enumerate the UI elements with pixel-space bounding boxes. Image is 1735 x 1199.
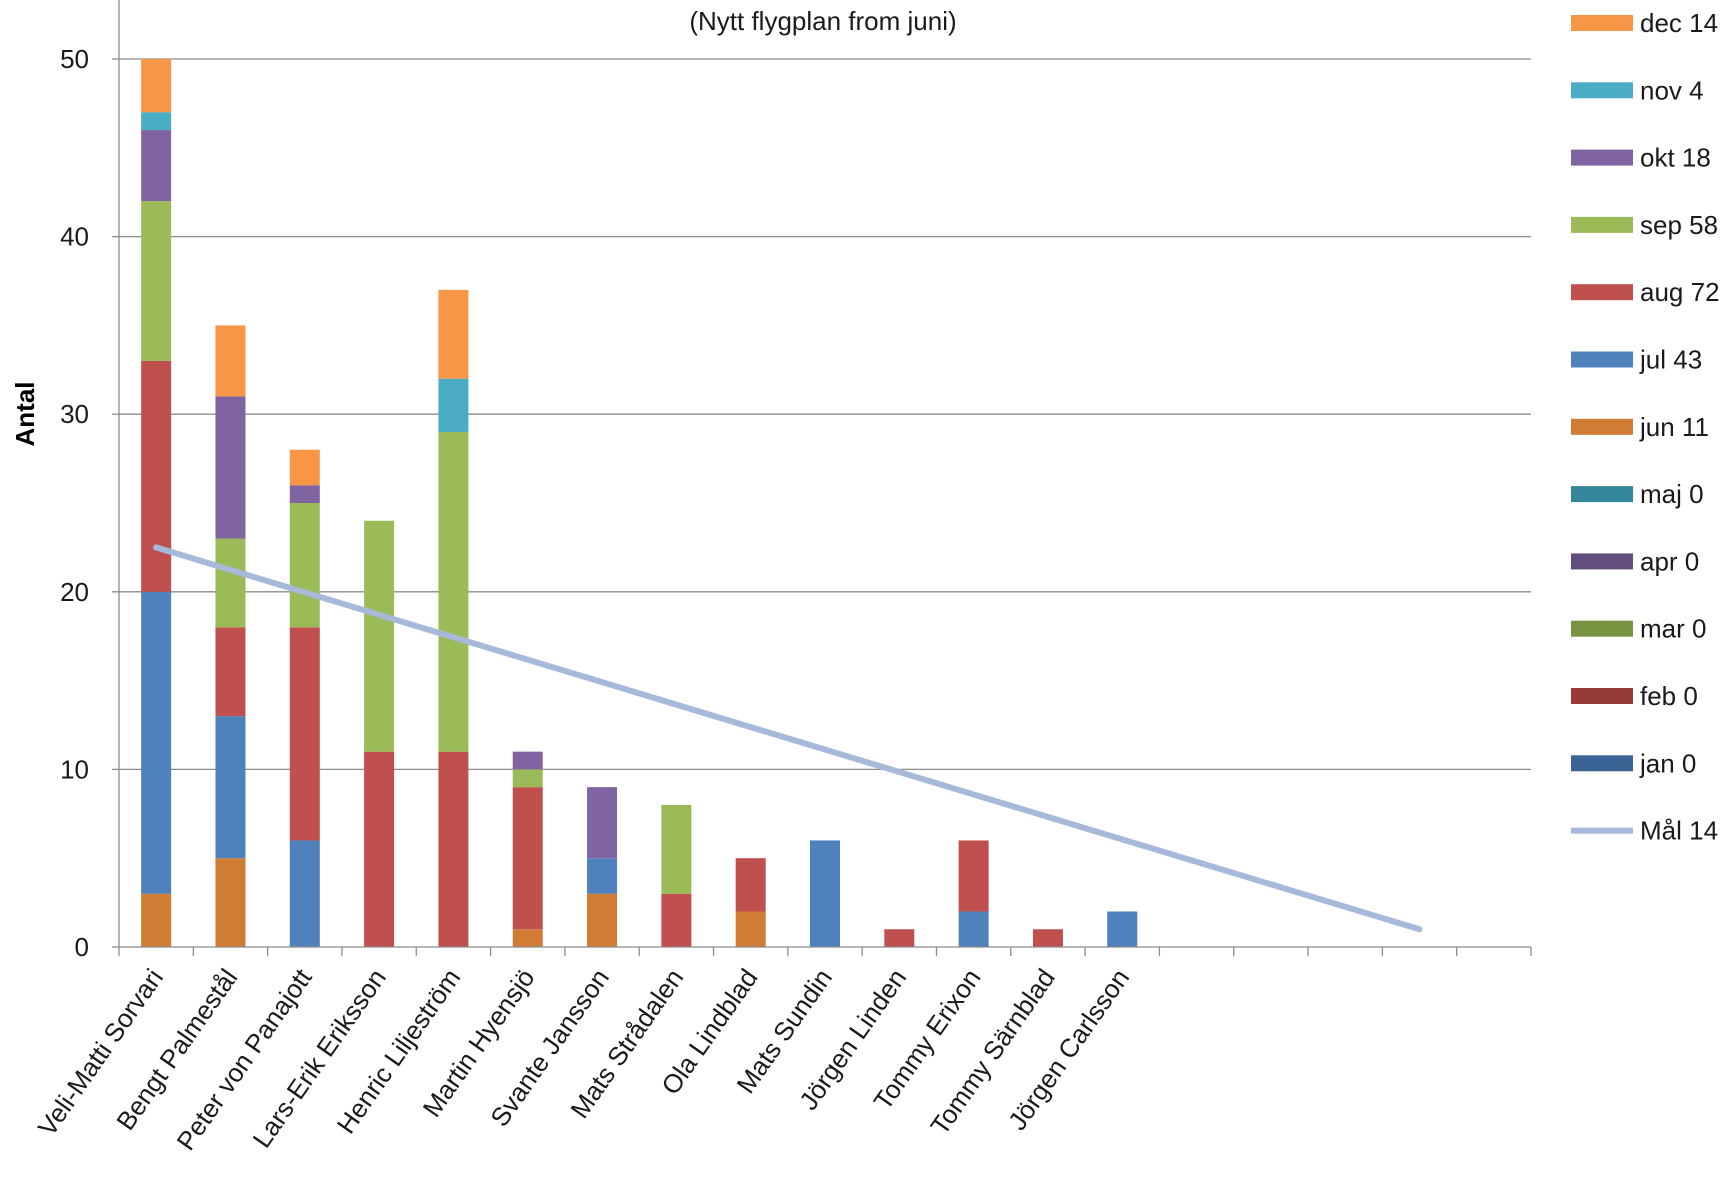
bar-segment-jul xyxy=(1107,911,1138,947)
y-tick-label: 30 xyxy=(60,399,89,429)
y-tick-label: 0 xyxy=(75,932,89,962)
y-tick-label: 50 xyxy=(60,44,89,74)
legend-swatch xyxy=(1571,82,1633,99)
bar-segment-nov xyxy=(438,378,469,432)
y-tick-label: 20 xyxy=(60,577,89,607)
target-line xyxy=(153,544,1423,933)
legend-label: aug 72 xyxy=(1640,277,1720,307)
legend-swatch xyxy=(1571,620,1633,637)
bar-segment-okt xyxy=(289,485,320,503)
legend-swatch xyxy=(1571,216,1633,233)
legend-label: Mål 14 xyxy=(1640,816,1718,846)
bar-segment-aug xyxy=(884,929,915,947)
bar-segment-dec xyxy=(141,59,172,113)
legend-label: maj 0 xyxy=(1640,479,1704,509)
bars xyxy=(141,59,1138,947)
chart-subtitle: (Nytt flygplan from juni) xyxy=(689,6,956,36)
bar-segment-sep xyxy=(512,769,543,788)
bar-segment-aug xyxy=(958,840,989,912)
bar-segment-aug xyxy=(1032,929,1063,947)
legend-label: sep 58 xyxy=(1640,210,1718,240)
bar-segment-okt xyxy=(215,396,246,539)
bar-segment-okt xyxy=(141,130,172,202)
legend-label: jan 0 xyxy=(1639,748,1696,778)
x-category-label: Lars-Erik Eriksson xyxy=(246,963,392,1153)
bar-segment-aug xyxy=(735,858,766,912)
legend-label: dec 14 xyxy=(1640,8,1718,38)
bar-segment-aug xyxy=(289,627,320,841)
legend-swatch xyxy=(1571,351,1633,368)
bar-segment-jun xyxy=(735,911,766,947)
bar-segment-jul xyxy=(587,858,618,894)
bar-segment-jul xyxy=(289,840,320,947)
bar-segment-aug xyxy=(512,787,543,930)
y-tick-label: 10 xyxy=(60,754,89,784)
bar-segment-aug xyxy=(438,751,469,947)
legend-swatch xyxy=(1571,15,1633,31)
legend-swatch xyxy=(1571,755,1633,772)
y-axis-title: Antal xyxy=(10,382,40,447)
bar-segment-sep xyxy=(289,503,320,628)
legend-label: jul 43 xyxy=(1639,345,1702,375)
bar-segment-sep xyxy=(661,804,692,894)
x-category-label: Peter von Panajott xyxy=(170,963,318,1156)
legend-swatch xyxy=(1571,486,1633,503)
legend-label: mar 0 xyxy=(1640,614,1706,644)
bar-segment-jul xyxy=(141,591,172,894)
bar-segment-sep xyxy=(364,520,395,752)
target-line-layer xyxy=(153,544,1423,933)
bar-segment-jun xyxy=(141,893,172,947)
bar-segment-sep xyxy=(215,538,246,628)
bar-segment-dec xyxy=(289,449,320,486)
bar-segment-aug xyxy=(661,893,692,947)
bar-segment-jul xyxy=(810,840,840,947)
legend-label: okt 18 xyxy=(1640,143,1711,173)
bar-segment-nov xyxy=(141,112,172,131)
legend-label: nov 4 xyxy=(1640,75,1704,105)
bar-segment-aug xyxy=(215,627,246,717)
bar-segment-aug xyxy=(364,751,395,947)
bar-segment-jul xyxy=(958,911,989,947)
legend-swatch xyxy=(1571,553,1633,570)
bar-segment-dec xyxy=(215,325,246,397)
legend-swatch xyxy=(1571,149,1633,166)
bar-segment-sep xyxy=(141,201,172,361)
bar-segment-jun xyxy=(587,893,618,947)
y-tick-label: 40 xyxy=(60,222,89,252)
bar-segment-okt xyxy=(587,787,618,859)
legend-swatch xyxy=(1571,688,1633,704)
bar-segment-jun xyxy=(215,858,246,947)
bar-segment-sep xyxy=(438,431,469,752)
legend: dec 14 nov 4 okt 18 sep 58 aug 72 jul 43 jun 1… xyxy=(1571,8,1720,846)
legend-label: jun 11 xyxy=(1639,412,1709,442)
bar-segment-aug xyxy=(141,360,172,592)
legend-label: apr 0 xyxy=(1640,546,1699,576)
legend-label: feb 0 xyxy=(1640,681,1698,711)
bar-segment-jul xyxy=(215,716,246,859)
bar-segment-okt xyxy=(512,751,543,770)
bar-segment-jun xyxy=(512,929,543,947)
legend-swatch xyxy=(1571,284,1633,301)
gridlines xyxy=(119,58,1531,771)
legend-swatch xyxy=(1571,418,1633,435)
axes: 0 10 20 30 40 50 xyxy=(60,0,1532,962)
bar-segment-dec xyxy=(438,289,469,379)
